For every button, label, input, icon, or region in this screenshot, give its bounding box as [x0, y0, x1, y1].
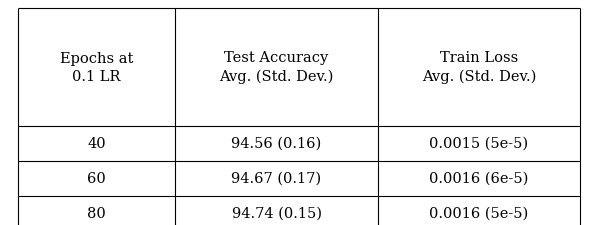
Text: 94.56 (0.16): 94.56 (0.16): [231, 137, 322, 150]
Text: 0.0015 (5e-5): 0.0015 (5e-5): [429, 137, 529, 150]
Text: Train Loss
Avg. (Std. Dev.): Train Loss Avg. (Std. Dev.): [422, 51, 536, 84]
Text: Epochs at
0.1 LR: Epochs at 0.1 LR: [60, 51, 133, 84]
Text: 94.67 (0.17): 94.67 (0.17): [231, 171, 322, 185]
Text: Test Accuracy
Avg. (Std. Dev.): Test Accuracy Avg. (Std. Dev.): [219, 51, 334, 84]
Text: 80: 80: [87, 206, 106, 220]
Text: 60: 60: [87, 171, 106, 185]
Text: 0.0016 (6e-5): 0.0016 (6e-5): [429, 171, 529, 185]
Text: 0.0016 (5e-5): 0.0016 (5e-5): [429, 206, 529, 220]
Text: 40: 40: [87, 137, 106, 150]
Text: 94.74 (0.15): 94.74 (0.15): [231, 206, 322, 220]
